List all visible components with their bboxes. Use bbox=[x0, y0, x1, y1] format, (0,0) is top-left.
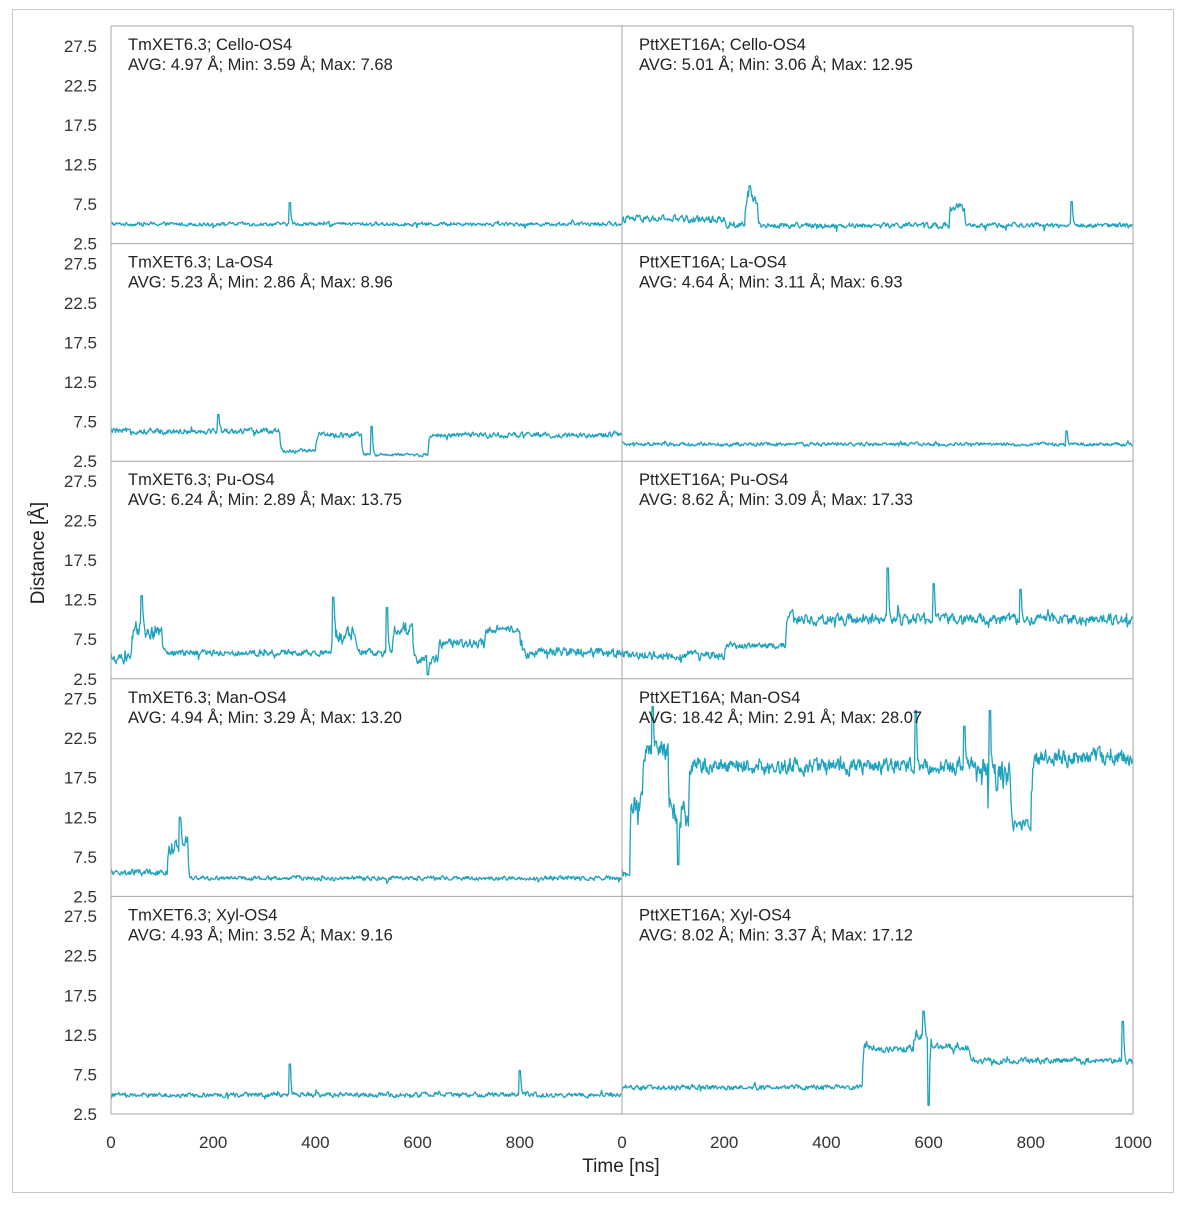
y-tick-label: 17.5 bbox=[64, 769, 97, 788]
panel-title: PttXET16A; Pu-OS4 bbox=[639, 471, 788, 489]
traces-layer bbox=[110, 185, 1134, 1106]
y-tick-label: 2.5 bbox=[73, 452, 97, 471]
trace-pttxet16a-cello-os4 bbox=[621, 185, 1134, 233]
panel-title: TmXET6.3; La-OS4 bbox=[128, 254, 273, 272]
y-tick-label: 2.5 bbox=[73, 670, 97, 689]
figure-frame: 2.5 7.5 12.5 17.5 22.5 27.5 2.5 7.5 12.5 17.5 22.5… bbox=[12, 9, 1174, 1193]
panel-title: TmXET6.3; Xyl-OS4 bbox=[128, 906, 277, 924]
panel-stats: AVG: 4.94 Å; Min: 3.29 Å; Max: 13.20 bbox=[128, 708, 402, 727]
x-tick-label: 600 bbox=[403, 1133, 431, 1152]
y-tick-label: 22.5 bbox=[64, 729, 97, 748]
panel-title: PttXET16A; Cello-OS4 bbox=[639, 36, 806, 54]
x-axis-label: Time [ns] bbox=[582, 1156, 659, 1177]
panel-stats: AVG: 8.62 Å; Min: 3.09 Å; Max: 17.33 bbox=[639, 490, 913, 509]
panel-stats: AVG: 4.93 Å; Min: 3.52 Å; Max: 9.16 bbox=[128, 925, 393, 944]
x-tick-label: 800 bbox=[1017, 1133, 1045, 1152]
distance-chart-grid: 2.57.512.517.522.527.52.57.512.517.522.5… bbox=[28, 25, 1152, 1177]
x-tick-label: 0 bbox=[106, 1133, 115, 1152]
panel-stats: AVG: 5.01 Å; Min: 3.06 Å; Max: 12.95 bbox=[639, 55, 913, 74]
trace-tmxet6-3-la-os4 bbox=[110, 413, 623, 458]
trace-tmxet6-3-pu-os4 bbox=[110, 595, 623, 676]
y-tick-label: 12.5 bbox=[64, 155, 97, 174]
trace-tmxet6-3-man-os4 bbox=[110, 816, 623, 885]
y-tick-label: 12.5 bbox=[64, 591, 97, 610]
panel-stats: AVG: 4.97 Å; Min: 3.59 Å; Max: 7.68 bbox=[128, 55, 393, 74]
y-tick-label: 22.5 bbox=[64, 512, 97, 531]
x-tick-label: 400 bbox=[301, 1133, 329, 1152]
y-tick-label: 27.5 bbox=[64, 254, 97, 273]
y-tick-label: 7.5 bbox=[73, 413, 97, 432]
x-tick-label: 1000 bbox=[1114, 1133, 1152, 1152]
y-tick-label: 22.5 bbox=[64, 294, 97, 313]
trace-pttxet16a-la-os4 bbox=[621, 430, 1134, 448]
panel-title: PttXET16A; Man-OS4 bbox=[639, 689, 800, 707]
trace-tmxet6-3-xyl-os4 bbox=[110, 1063, 623, 1100]
y-tick-label: 17.5 bbox=[64, 551, 97, 570]
y-tick-label: 22.5 bbox=[64, 76, 97, 95]
y-tick-label: 12.5 bbox=[64, 373, 97, 392]
y-tick-label: 7.5 bbox=[73, 195, 97, 214]
panel-title: PttXET16A; La-OS4 bbox=[639, 254, 787, 272]
y-tick-label: 27.5 bbox=[64, 690, 97, 709]
y-tick-label: 22.5 bbox=[64, 947, 97, 966]
trace-tmxet6-3-cello-os4 bbox=[110, 201, 623, 229]
x-tick-label: 0 bbox=[617, 1133, 626, 1152]
panel-stats: AVG: 18.42 Å; Min: 2.91 Å; Max: 28.07 bbox=[639, 708, 922, 727]
y-tick-label: 27.5 bbox=[64, 472, 97, 491]
y-tick-label: 17.5 bbox=[64, 334, 97, 353]
panel-stats: AVG: 4.64 Å; Min: 3.11 Å; Max: 6.93 bbox=[639, 273, 903, 292]
y-tick-label: 17.5 bbox=[64, 986, 97, 1005]
trace-pttxet16a-man-os4 bbox=[621, 705, 1134, 877]
x-tick-label: 200 bbox=[199, 1133, 227, 1152]
x-tick-label: 400 bbox=[812, 1133, 840, 1152]
y-tick-label: 27.5 bbox=[64, 907, 97, 926]
x-tick-label: 800 bbox=[506, 1133, 534, 1152]
panel-title: TmXET6.3; Man-OS4 bbox=[128, 689, 287, 707]
y-tick-label: 2.5 bbox=[73, 887, 97, 906]
grid-layer bbox=[110, 25, 1134, 1115]
y-tick-label: 17.5 bbox=[64, 116, 97, 135]
panel-stats: AVG: 8.02 Å; Min: 3.37 Å; Max: 17.12 bbox=[639, 925, 913, 944]
y-tick-label: 27.5 bbox=[64, 37, 97, 56]
trace-pttxet16a-pu-os4 bbox=[621, 567, 1134, 664]
panel-stats: AVG: 6.24 Å; Min: 2.89 Å; Max: 13.75 bbox=[128, 490, 402, 509]
panel-title: PttXET16A; Xyl-OS4 bbox=[639, 906, 791, 924]
trace-pttxet16a-xyl-os4 bbox=[621, 1010, 1134, 1106]
x-tick-label: 600 bbox=[914, 1133, 942, 1152]
panel-title: TmXET6.3; Pu-OS4 bbox=[128, 471, 275, 489]
y-axis-label: Distance [Å] bbox=[28, 502, 49, 604]
panel-title: TmXET6.3; Cello-OS4 bbox=[128, 36, 292, 54]
y-tick-label: 2.5 bbox=[73, 235, 97, 254]
y-tick-label: 7.5 bbox=[73, 1065, 97, 1084]
x-tick-label: 200 bbox=[710, 1133, 738, 1152]
labels-layer: 2.57.512.517.522.527.52.57.512.517.522.5… bbox=[64, 36, 1152, 1152]
y-tick-label: 12.5 bbox=[64, 808, 97, 827]
y-tick-label: 12.5 bbox=[64, 1026, 97, 1045]
panel-stats: AVG: 5.23 Å; Min: 2.86 Å; Max: 8.96 bbox=[128, 273, 393, 292]
y-tick-label: 2.5 bbox=[73, 1105, 97, 1124]
y-tick-label: 7.5 bbox=[73, 630, 97, 649]
y-tick-label: 7.5 bbox=[73, 848, 97, 867]
